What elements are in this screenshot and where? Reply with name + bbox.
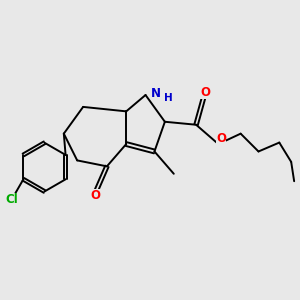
Text: O: O <box>90 189 100 202</box>
Text: O: O <box>216 132 226 145</box>
Text: N: N <box>151 87 161 100</box>
Text: O: O <box>200 86 210 99</box>
Text: Cl: Cl <box>6 193 19 206</box>
Text: H: H <box>164 93 173 103</box>
